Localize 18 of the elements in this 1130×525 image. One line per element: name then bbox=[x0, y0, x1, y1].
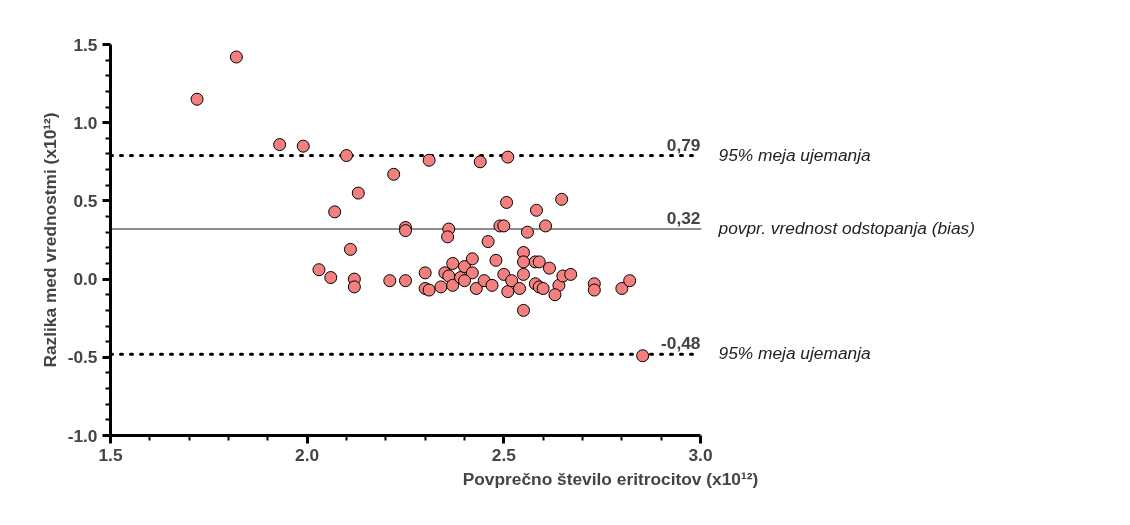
ref-line-label: povpr. vrednost odstopanja (bias) bbox=[717, 218, 976, 239]
y-tick-label: -1.0 bbox=[67, 425, 98, 446]
y-tick-label: 1.5 bbox=[73, 34, 98, 55]
y-tick-label: 1.0 bbox=[73, 112, 98, 133]
annotation: 0,32 bbox=[666, 208, 701, 229]
y-tick-label: 0.5 bbox=[73, 190, 98, 211]
ref-line-label: 95% meja ujemanja bbox=[718, 343, 872, 364]
x-axis-title: Povprečno število eritrocitov (x10¹²) bbox=[462, 468, 759, 489]
y-tick-label: 0.0 bbox=[73, 269, 98, 290]
x-tick-label: 2.5 bbox=[491, 444, 517, 465]
annotation: 0,79 bbox=[666, 134, 701, 155]
y-tick-label: -0.5 bbox=[67, 347, 98, 368]
x-tick-label: 2.0 bbox=[295, 444, 320, 465]
x-tick-label: 1.5 bbox=[98, 444, 123, 465]
annotation: -0,48 bbox=[661, 333, 701, 354]
x-tick-label: 3.0 bbox=[688, 444, 713, 465]
y-axis-title: Razlika med vrednostmi (x10¹²) bbox=[39, 112, 60, 368]
ref-line-label: 95% meja ujemanja bbox=[718, 144, 872, 165]
